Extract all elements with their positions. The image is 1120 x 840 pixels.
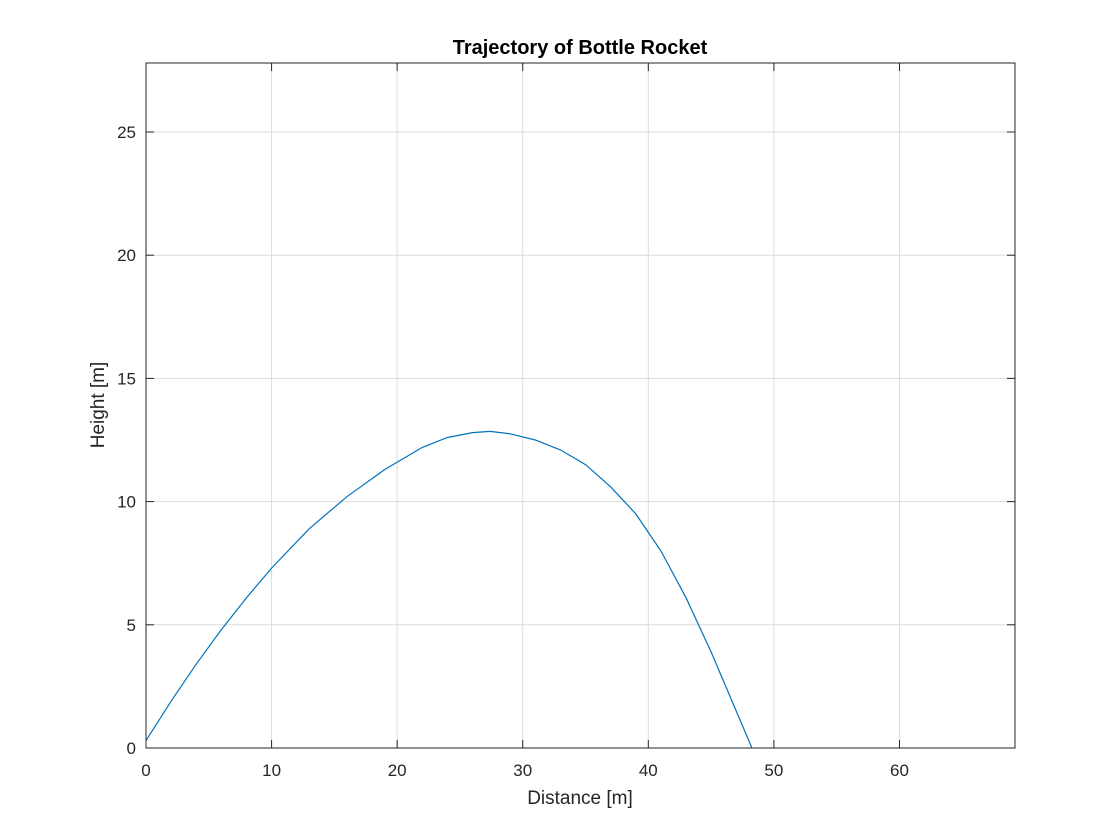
y-tick-label: 5 xyxy=(127,616,136,635)
y-tick-label: 10 xyxy=(117,493,136,512)
x-tick-label: 30 xyxy=(513,761,532,780)
y-tick-label: 25 xyxy=(117,123,136,142)
x-axis-label: Distance [m] xyxy=(527,788,633,809)
data-layer xyxy=(146,430,753,748)
x-tick-label: 10 xyxy=(262,761,281,780)
y-axis-label: Height [m] xyxy=(88,362,109,449)
y-tick-label: 15 xyxy=(117,369,136,388)
x-tick-label: 50 xyxy=(764,761,783,780)
x-tick-label: 40 xyxy=(639,761,658,780)
grid-lines xyxy=(145,63,1015,749)
x-tick-label: 20 xyxy=(388,761,407,780)
plot-area xyxy=(146,63,1015,748)
ticks: 0 10 20 30 40 50 60 0 5 10 15 20 25 xyxy=(117,63,1015,780)
y-tick-label: 20 xyxy=(117,246,136,265)
x-tick-label: 0 xyxy=(141,761,150,780)
trajectory-line xyxy=(146,430,753,748)
axes-box xyxy=(145,62,1016,749)
y-tick-label: 0 xyxy=(127,739,136,758)
chart-title: Trajectory of Bottle Rocket xyxy=(453,37,708,59)
x-tick-label: 60 xyxy=(890,761,909,780)
